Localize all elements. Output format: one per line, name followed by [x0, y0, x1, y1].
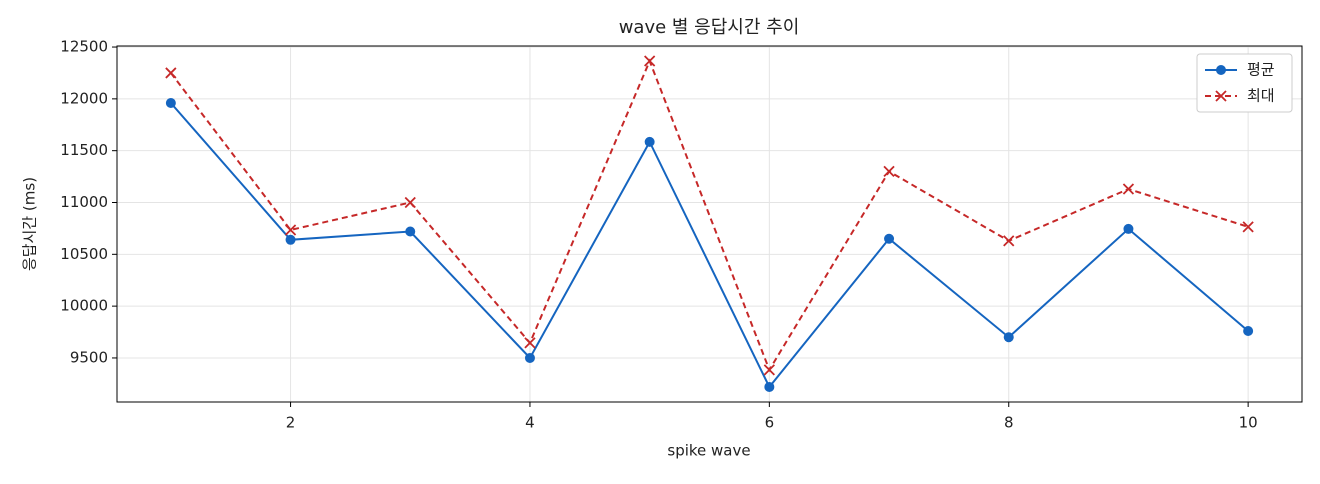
- marker: [1003, 332, 1014, 343]
- marker: [763, 364, 775, 376]
- marker: [284, 224, 297, 236]
- marker: [285, 234, 296, 245]
- x-tick-label: 8: [1004, 414, 1014, 432]
- y-tick-label: 12000: [60, 89, 108, 107]
- x-tick-label: 4: [525, 414, 535, 432]
- y-tick-label: 10000: [60, 297, 108, 315]
- series-line: [170, 102, 1249, 389]
- plot-frame: [116, 45, 1303, 403]
- marker: [524, 352, 535, 363]
- marker: [1003, 235, 1015, 247]
- x-axis-label: spike wave: [667, 442, 750, 460]
- marker: [165, 98, 176, 109]
- marker: [764, 381, 775, 392]
- marker: [1122, 183, 1135, 195]
- series-line: [170, 58, 1249, 373]
- legend-marker: [1216, 65, 1226, 75]
- marker: [884, 233, 895, 244]
- y-tick-label: 11500: [60, 141, 108, 159]
- marker: [165, 67, 177, 79]
- y-tick-label: 12500: [60, 38, 108, 56]
- marker: [1242, 221, 1254, 233]
- marker: [405, 226, 416, 237]
- marker: [1123, 223, 1134, 234]
- marker: [644, 55, 656, 67]
- legend-box: [1196, 53, 1293, 113]
- x-tick-label: 2: [286, 414, 296, 432]
- y-tick-label: 10500: [60, 245, 108, 263]
- x-tick-label: 6: [765, 414, 775, 432]
- marker: [644, 136, 655, 147]
- legend-label: 평균: [1247, 61, 1275, 79]
- y-tick-label: 11000: [60, 193, 108, 211]
- marker: [524, 337, 536, 349]
- marker: [1243, 326, 1254, 337]
- legend-marker: [1215, 90, 1227, 102]
- legend-label: 최대: [1247, 87, 1275, 105]
- y-tick-label: 9500: [70, 348, 108, 366]
- marker: [883, 165, 895, 178]
- x-tick-label: 10: [1239, 414, 1258, 432]
- y-axis-label: 응답시간 (ms): [21, 177, 39, 271]
- marker: [404, 196, 416, 209]
- chart-title: wave 별 응답시간 추이: [619, 17, 800, 38]
